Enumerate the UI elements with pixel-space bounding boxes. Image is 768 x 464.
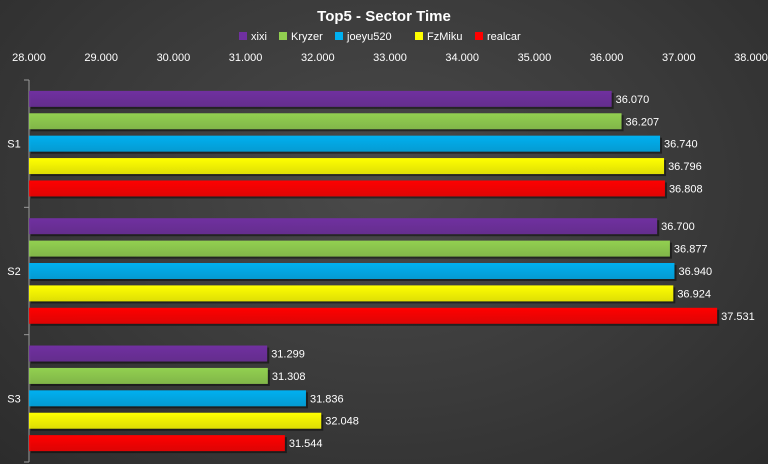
bar-fzmiku-s1 (29, 158, 665, 175)
legend-item-realcar: realcar (475, 31, 521, 43)
x-tick-label: 36.000 (590, 52, 624, 64)
category-group-s2: S2 36.700 36.877 36.940 36.924 37.531 (7, 218, 755, 326)
data-label: 36.207 (626, 116, 660, 128)
legend-item-joeyu520: joeyu520 (335, 31, 392, 43)
x-tick-label: 37.000 (662, 52, 696, 64)
bar-realcar-s1 (29, 180, 665, 197)
data-label: 31.299 (271, 349, 305, 361)
legend-swatch-xixi (239, 32, 247, 40)
legend-label-xixi: xixi (251, 31, 267, 43)
data-label: 36.924 (677, 288, 711, 300)
plot-area: S1 36.070 36.207 36.740 36.796 36.808 S2 36.700… (7, 79, 755, 463)
data-label: 36.700 (661, 221, 695, 233)
x-tick-label: 32.000 (301, 52, 335, 64)
bar-kryzer-s2 (29, 240, 670, 257)
bar-joeyu520-s3 (29, 390, 306, 407)
bar-xixi-s2 (29, 218, 658, 235)
bar-fzmiku-s3 (29, 412, 322, 429)
category-group-s1: S1 36.070 36.207 36.740 36.796 36.808 (7, 90, 703, 199)
x-axis-ticks: 28.000 29.000 30.000 31.000 32.000 33.000 34.0… (12, 52, 768, 64)
x-tick-label: 30.000 (157, 52, 191, 64)
x-tick-label: 29.000 (84, 52, 118, 64)
data-label: 36.796 (668, 161, 702, 173)
bar-joeyu520-s2 (29, 263, 675, 279)
data-label: 31.836 (310, 393, 344, 405)
data-label: 36.877 (674, 244, 708, 256)
legend-swatch-fzmiku (415, 32, 423, 40)
x-tick-label: 35.000 (518, 52, 552, 64)
x-tick-label: 38.000 (734, 52, 768, 64)
bar-xixi-s3 (29, 345, 268, 362)
bar-realcar-s3 (29, 435, 285, 452)
data-label: 31.308 (272, 371, 306, 383)
bar-kryzer-s1 (29, 113, 622, 130)
data-label: 32.048 (325, 416, 359, 428)
legend-swatch-realcar (475, 32, 483, 40)
bar-realcar-s2 (29, 307, 718, 324)
data-label: 36.940 (678, 266, 712, 278)
x-tick-label: 33.000 (373, 52, 407, 64)
legend-item-kryzer: Kryzer (279, 31, 323, 43)
legend: xixi Kryzer joeyu520 FzMiku realcar (239, 31, 521, 43)
bar-kryzer-s3 (29, 367, 268, 384)
legend-item-fzmiku: FzMiku (415, 31, 462, 43)
x-tick-label: 34.000 (445, 52, 479, 64)
legend-swatch-joeyu520 (335, 32, 343, 40)
data-label: 36.070 (616, 94, 650, 106)
legend-swatch-kryzer (279, 32, 287, 40)
legend-item-xixi: xixi (239, 31, 267, 43)
legend-label-joeyu520: joeyu520 (346, 31, 392, 43)
x-tick-label: 31.000 (229, 52, 263, 64)
x-tick-label: 28.000 (12, 52, 46, 64)
category-label: S3 (7, 393, 20, 405)
bar-joeyu520-s1 (29, 135, 661, 152)
bar-xixi-s1 (29, 90, 612, 107)
data-label: 36.740 (664, 139, 698, 151)
data-label: 36.808 (669, 183, 703, 195)
chart-title: Top5 - Sector Time (317, 8, 451, 25)
legend-label-fzmiku: FzMiku (427, 31, 462, 43)
legend-label-kryzer: Kryzer (291, 31, 323, 43)
legend-label-realcar: realcar (487, 31, 521, 43)
data-label: 31.544 (289, 438, 323, 450)
data-label: 37.531 (721, 311, 755, 323)
category-label: S1 (7, 139, 20, 151)
bar-fzmiku-s2 (29, 285, 674, 302)
category-label: S2 (7, 266, 20, 278)
